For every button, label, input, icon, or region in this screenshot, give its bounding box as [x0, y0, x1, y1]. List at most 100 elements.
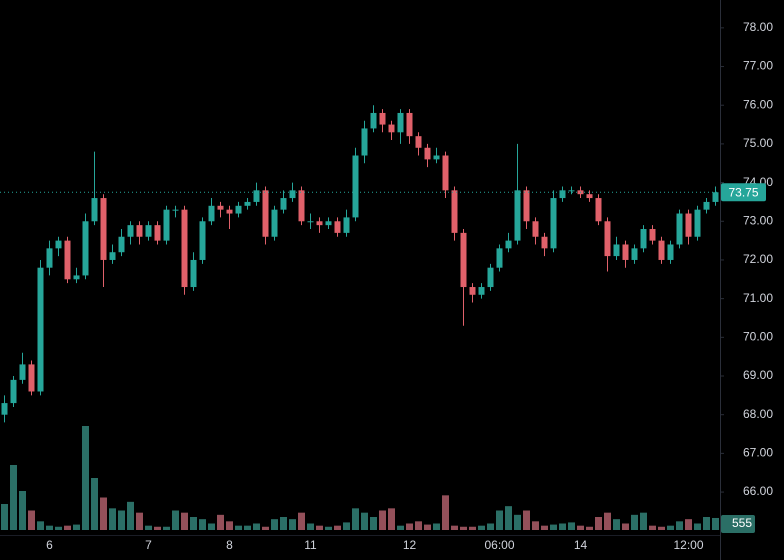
candle-body	[244, 201, 251, 206]
volume-bar	[172, 510, 179, 530]
candle-body	[307, 221, 314, 223]
candle-body	[55, 240, 62, 249]
candle-body	[676, 213, 683, 245]
volume-bar	[154, 526, 161, 530]
volume-bar	[694, 523, 701, 530]
volume-bar	[91, 478, 98, 530]
x-tick-label: 7	[145, 538, 152, 552]
volume-bar	[28, 510, 35, 530]
candle-body	[37, 267, 44, 392]
candle-body	[1, 403, 8, 415]
candle-body	[622, 244, 629, 260]
volume-bar	[217, 514, 224, 530]
volume-bar	[307, 523, 314, 530]
volume-bar	[46, 525, 53, 530]
volume-bar	[262, 526, 269, 530]
volume-bar	[19, 491, 26, 530]
candle-body	[370, 112, 377, 129]
candle-body	[316, 221, 323, 226]
volume-bar	[442, 495, 449, 530]
candle-body	[397, 112, 404, 133]
volume-bar	[100, 497, 107, 530]
volume-bar	[586, 526, 593, 530]
volume-bar	[325, 526, 332, 530]
candle-body	[46, 248, 53, 268]
y-tick-label: 71.00	[743, 291, 773, 305]
volume-bar	[163, 526, 170, 530]
candle-body	[145, 225, 152, 237]
volume-bar	[550, 524, 557, 530]
volume-bar	[703, 517, 710, 530]
candle-body	[631, 248, 638, 260]
x-tick-label: 8	[226, 538, 233, 552]
candle-body	[442, 155, 449, 191]
volume-bar	[109, 508, 116, 530]
candle-body	[118, 236, 125, 253]
candle-body	[559, 190, 566, 199]
candle-body	[568, 190, 575, 192]
y-tick-label: 69.00	[743, 368, 773, 382]
y-tick-label: 70.00	[743, 329, 773, 343]
candle-body	[343, 217, 350, 233]
volume-bar	[73, 524, 80, 530]
candle-body	[595, 198, 602, 222]
candle-body	[208, 205, 215, 222]
candle-body	[154, 225, 161, 241]
candle-body	[10, 379, 17, 404]
volume-bar	[478, 525, 485, 530]
volume-bar	[496, 510, 503, 530]
x-tick-label: 12:00	[673, 538, 703, 552]
candle-body	[73, 275, 80, 280]
candle-body	[352, 155, 359, 218]
candle-body	[127, 225, 134, 237]
volume-bar	[541, 525, 548, 530]
volume-bar	[469, 526, 476, 530]
volume-bar	[640, 512, 647, 530]
volume-bar	[676, 521, 683, 530]
volume-bar	[388, 508, 395, 530]
volume-bar	[622, 523, 629, 530]
volume-bar	[235, 525, 242, 530]
candle-body	[469, 287, 476, 295]
candle-body	[550, 198, 557, 249]
volume-bar	[523, 510, 530, 530]
volume-bar	[280, 517, 287, 530]
candle-body	[460, 232, 467, 288]
volume-bar	[118, 510, 125, 530]
candle-body	[604, 221, 611, 257]
candle-body	[19, 364, 26, 380]
volume-bar	[244, 525, 251, 530]
candle-body	[262, 190, 269, 237]
x-tick-label: 12	[403, 538, 417, 552]
candle-body	[172, 209, 179, 211]
y-tick-label: 73.00	[743, 213, 773, 227]
candle-body	[478, 287, 485, 295]
volume-bar	[370, 517, 377, 530]
volume-bar	[352, 508, 359, 530]
volume-bar	[451, 525, 458, 530]
candle-body	[82, 221, 89, 276]
candle-body	[289, 190, 296, 199]
candle-body	[298, 190, 305, 222]
last-volume-label: 555	[732, 516, 752, 530]
candle-body	[181, 209, 188, 288]
volume-bar	[37, 521, 44, 530]
volume-bar	[190, 517, 197, 530]
candle-body	[685, 213, 692, 237]
volume-bar	[433, 523, 440, 530]
candle-body	[424, 147, 431, 160]
y-tick-label: 76.00	[743, 97, 773, 111]
last-price-box	[721, 183, 766, 202]
volume-bar	[604, 512, 611, 530]
candle-body	[109, 252, 116, 260]
candle-body	[334, 221, 341, 233]
candle-body	[100, 198, 107, 260]
y-tick-label: 78.00	[743, 20, 773, 34]
candle-body	[253, 190, 260, 202]
candle-body	[703, 201, 710, 210]
volume-bar	[145, 525, 152, 530]
candle-body	[667, 244, 674, 260]
volume-bar	[82, 426, 89, 530]
